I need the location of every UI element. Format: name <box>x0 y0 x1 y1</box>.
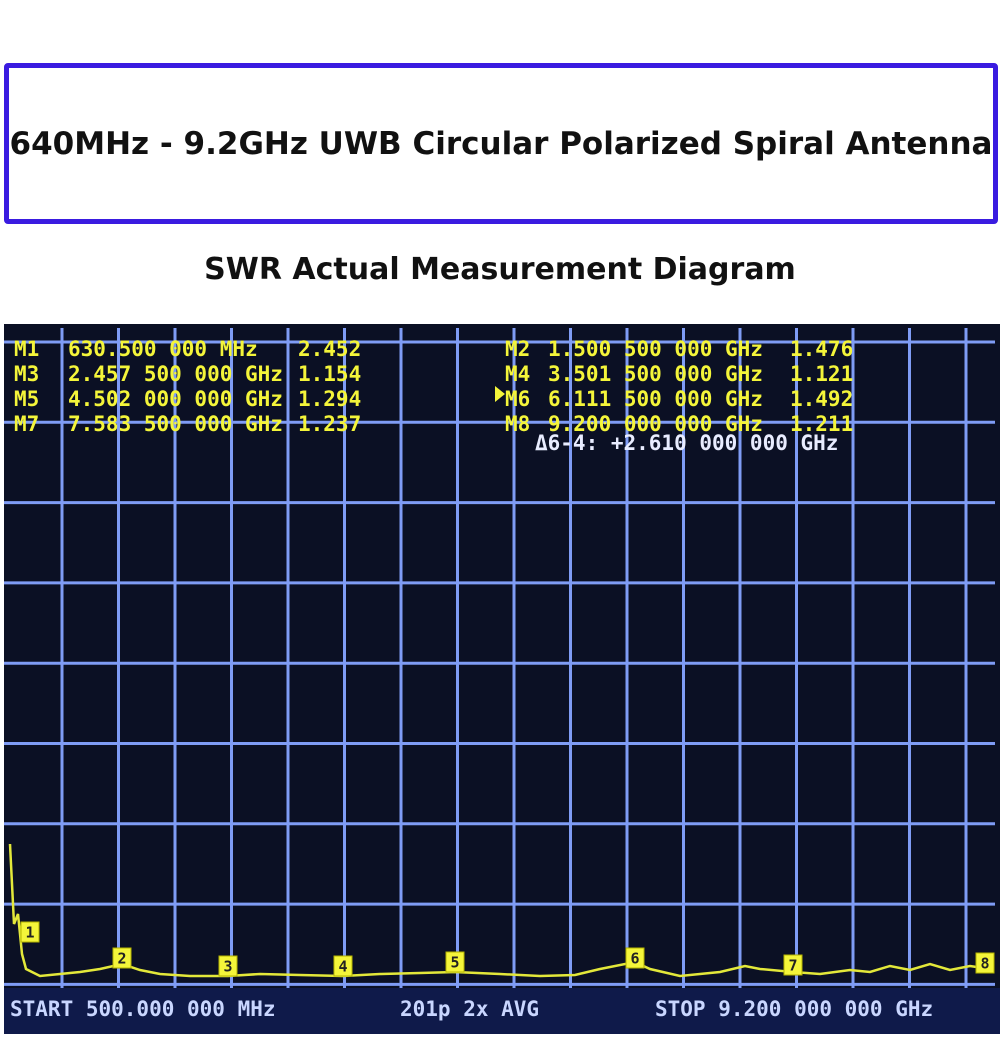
marker-flag-number: 3 <box>223 958 232 976</box>
marker-label: M7 <box>14 412 39 436</box>
marker-label: M4 <box>505 362 530 386</box>
marker-label: M1 <box>14 337 39 361</box>
marker-label: M3 <box>14 362 39 386</box>
marker-frequency: 9.200 000 000 GHz <box>548 412 763 436</box>
marker-flag <box>112 947 132 969</box>
marker-frequency: 7.583 500 000 GHz <box>68 412 283 436</box>
footer-stop: STOP 9.200 000 000 GHz <box>655 997 933 1021</box>
marker-flag <box>783 954 803 976</box>
analyzer-screen: 1 2 3 4 5 6 7 8 M1 630.500 000 MHz 2.452 M3 2.457 5… <box>4 324 1000 1034</box>
marker-flag <box>218 955 238 977</box>
delta-readout: Δ6-4: +2.610 000 000 GHz <box>535 431 838 455</box>
marker-swr: 1.294 <box>298 387 361 411</box>
marker-swr: 1.492 <box>790 387 853 411</box>
marker-frequency: 3.501 500 000 GHz <box>548 362 763 386</box>
marker-swr: 1.476 <box>790 337 853 361</box>
marker-flag-number: 5 <box>450 954 459 972</box>
marker-swr: 1.121 <box>790 362 853 386</box>
grid <box>4 328 995 988</box>
marker-flag <box>20 921 40 943</box>
footer-points: 201p 2x AVG <box>400 997 539 1021</box>
marker-flag-number: 8 <box>980 955 989 973</box>
marker-label: M2 <box>505 337 530 361</box>
marker-readouts: M1 630.500 000 MHz 2.452 M3 2.457 500 000 GH… <box>14 337 853 455</box>
marker-label: M5 <box>14 387 39 411</box>
marker-swr: 1.237 <box>298 412 361 436</box>
marker-label: M6 <box>505 387 530 411</box>
marker-flag-number: 1 <box>25 924 34 942</box>
screen-background <box>4 324 1000 1034</box>
marker-flag <box>975 952 995 974</box>
marker-frequency: 4.502 000 000 GHz <box>68 387 283 411</box>
subtitle: SWR Actual Measurement Diagram <box>204 252 796 287</box>
marker-swr: 1.154 <box>298 362 361 386</box>
marker-frequency: 630.500 000 MHz <box>68 337 258 361</box>
marker-frequency: 2.457 500 000 GHz <box>68 362 283 386</box>
active-marker-pointer <box>495 386 505 402</box>
marker-swr: 1.211 <box>790 412 853 436</box>
marker-flag <box>333 955 353 977</box>
marker-flag-number: 7 <box>788 957 797 975</box>
marker-flags: 1 2 3 4 5 6 7 8 <box>20 921 995 977</box>
footer-start: START 500.000 000 MHz <box>10 997 276 1021</box>
marker-flag-number: 4 <box>338 958 347 976</box>
marker-frequency: 1.500 500 000 GHz <box>548 337 763 361</box>
marker-frequency: 6.111 500 000 GHz <box>548 387 763 411</box>
marker-swr: 2.452 <box>298 337 361 361</box>
marker-flag-number: 6 <box>630 950 639 968</box>
marker-label: M8 <box>505 412 530 436</box>
footer-bar <box>4 988 1000 1034</box>
marker-flag-number: 2 <box>117 950 126 968</box>
title: 640MHz - 9.2GHz UWB Circular Polarized S… <box>9 125 993 162</box>
marker-flag <box>445 951 465 973</box>
title-box: 640MHz - 9.2GHz UWB Circular Polarized S… <box>4 63 998 224</box>
marker-flag <box>625 947 645 969</box>
